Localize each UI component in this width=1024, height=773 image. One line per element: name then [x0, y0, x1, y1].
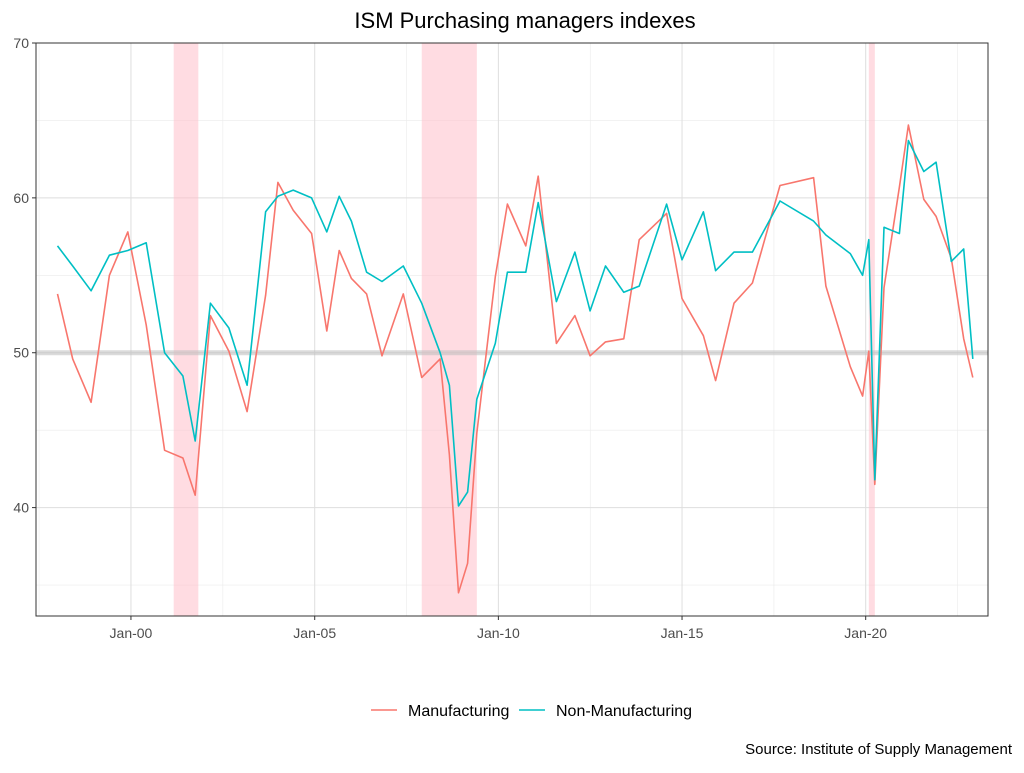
legend-label-non-manufacturing: Non-Manufacturing	[556, 703, 692, 720]
x-axis: Jan-00 Jan-05 Jan-10 Jan-15 Jan-20	[110, 616, 887, 641]
chart-title: ISM Purchasing managers indexes	[354, 8, 695, 33]
y-tick-label: 50	[13, 345, 29, 361]
x-tick-label: Jan-10	[477, 625, 520, 641]
series-line-manufacturing	[56, 124, 974, 594]
x-tick-label: Jan-00	[110, 625, 153, 641]
y-tick-label: 60	[13, 190, 29, 206]
series-line-non-manufacturing	[56, 139, 974, 507]
y-tick-label: 70	[13, 35, 29, 51]
recession-band	[173, 43, 199, 616]
y-axis: 40 50 60 70	[13, 35, 36, 516]
source-caption: Source: Institute of Supply Management	[745, 741, 1013, 758]
x-tick-label: Jan-20	[844, 625, 887, 641]
recession-bands	[173, 43, 875, 616]
x-tick-label: Jan-15	[661, 625, 704, 641]
legend: Manufacturing Non-Manufacturing	[371, 703, 692, 720]
recession-band	[421, 43, 477, 616]
y-tick-label: 40	[13, 500, 29, 516]
x-tick-label: Jan-05	[293, 625, 336, 641]
series-lines	[56, 124, 974, 594]
legend-label-manufacturing: Manufacturing	[408, 703, 509, 720]
plot-border	[35, 42, 989, 617]
